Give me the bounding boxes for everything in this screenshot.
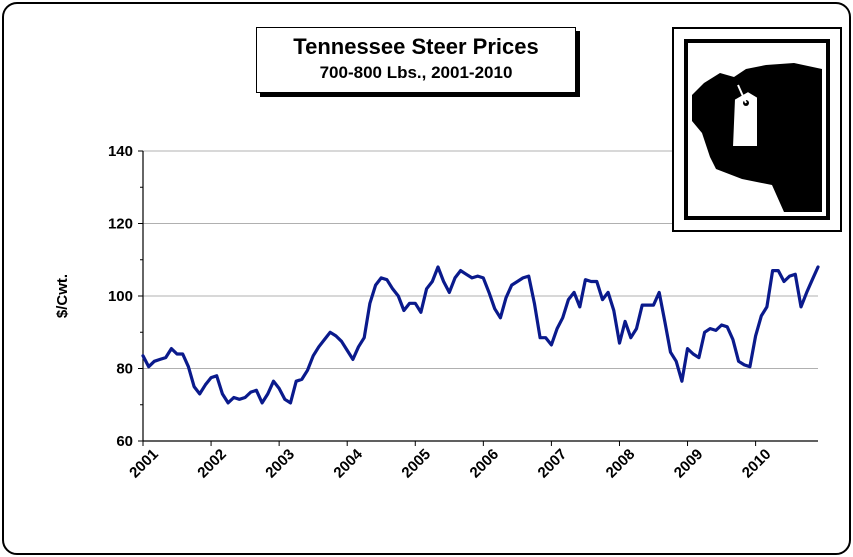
cow-logo [672, 27, 842, 232]
y-tick-label: 140 [108, 143, 133, 160]
x-tick-label: 2007 [535, 446, 571, 482]
x-tick-label: 2010 [739, 446, 775, 482]
y-tick-label: 80 [116, 361, 133, 378]
chart-title: Tennessee Steer Prices [293, 34, 539, 59]
chart-title-box: Tennessee Steer Prices 700-800 Lbs., 200… [256, 27, 576, 93]
y-tick-label: 60 [116, 433, 133, 450]
y-tick-label: 100 [108, 288, 133, 305]
y-tick-label: 120 [108, 216, 133, 233]
x-tick-label: 2002 [194, 446, 230, 482]
x-tick-label: 2009 [671, 446, 707, 482]
x-tick-label: 2006 [467, 446, 503, 482]
x-tick-label: 2003 [262, 446, 298, 482]
x-tick-label: 2004 [330, 445, 366, 481]
x-tick-label: 2001 [126, 446, 162, 482]
x-tick-label: 2005 [398, 446, 434, 482]
x-tick-label: 2008 [603, 446, 639, 482]
series-line [141, 265, 820, 405]
chart-subtitle: 700-800 Lbs., 2001-2010 [319, 63, 513, 82]
cow-ear-tag-icon [684, 39, 830, 220]
y-axis-title: $/Cwt. [54, 274, 71, 318]
